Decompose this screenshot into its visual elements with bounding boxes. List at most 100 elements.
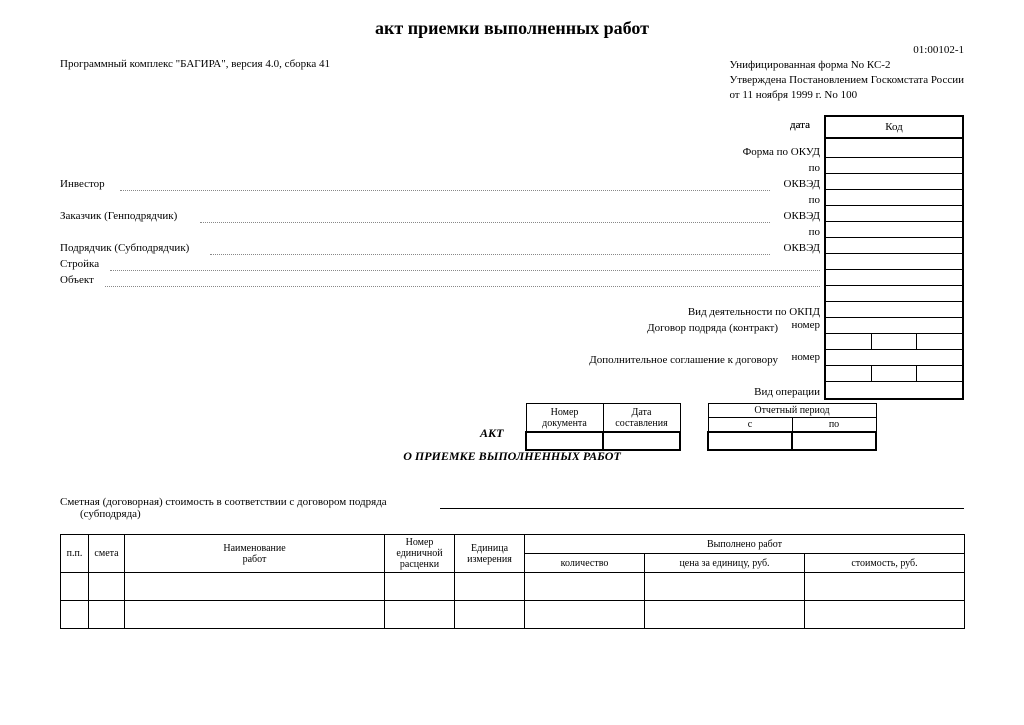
code-cell-okpd — [826, 302, 962, 318]
cell-name — [125, 573, 385, 601]
row-okud: Форма по ОКУД — [60, 140, 820, 159]
label-okved-1: ОКВЭД — [784, 178, 820, 190]
row-spacer-2 — [60, 335, 820, 351]
page-title: акт приемки выполненных работ — [60, 0, 964, 49]
code-cell-dop-date: дата — [826, 366, 962, 382]
code-cell-4 — [826, 254, 962, 270]
cell-price — [645, 601, 805, 629]
cell-cost — [805, 601, 965, 629]
th-name: Наименование работ — [125, 535, 385, 573]
mini-col2: Дата составления — [603, 404, 680, 433]
label-dop: Дополнительное соглашение к договору — [589, 354, 778, 366]
form-info-2: Утверждена Постановлением Госкомстата Ро… — [729, 73, 964, 88]
row-po-3: по — [60, 223, 820, 239]
th-unit-a: Единица — [471, 543, 508, 554]
label-objekt: Объект — [60, 274, 94, 286]
form-info-3: от 11 ноября 1999 г. No 100 — [729, 88, 964, 103]
th-rate-c: расценки — [400, 559, 439, 570]
label-stroika: Стройка — [60, 258, 99, 270]
cell-smeta — [89, 573, 125, 601]
row-stroika: Стройка — [60, 255, 820, 271]
code-cell-2 — [826, 190, 962, 206]
code-cell-5 — [826, 270, 962, 286]
th-name-b: работ — [243, 554, 267, 565]
cell-qty — [525, 601, 645, 629]
row-contract: Договор подряда (контракт) — [60, 319, 820, 335]
cell-cost — [805, 573, 965, 601]
table-row — [61, 601, 965, 629]
row-objekt: Объект — [60, 271, 820, 287]
estimate-underline — [440, 508, 964, 509]
doc-code: 01:00102-1 — [913, 44, 964, 56]
spacer-header — [60, 115, 820, 140]
page: акт приемки выполненных работ 01:00102-1… — [0, 0, 1024, 725]
code-cell-6 — [826, 286, 962, 302]
th-unit-b: измерения — [467, 554, 512, 565]
mini-po: по — [792, 418, 876, 433]
row-spacer-3 — [60, 367, 820, 383]
cell-name — [125, 601, 385, 629]
code-cell-3 — [826, 222, 962, 238]
mini-col1a: Номер — [551, 407, 579, 418]
cell-qty — [525, 573, 645, 601]
row-blank-1 — [60, 287, 820, 303]
mini-spacer — [680, 404, 708, 451]
mini-col1: Номер документа — [526, 404, 603, 433]
code-cell-okud — [826, 139, 962, 158]
th-qty: количество — [525, 554, 645, 573]
main-table: п.п. смета Наименование работ Номер един… — [60, 534, 965, 629]
row-investor: Инвестор ОКВЭД — [60, 175, 820, 191]
mini-col2a: Дата — [632, 407, 652, 418]
cell-unit — [455, 601, 525, 629]
row-po-1: по — [60, 159, 820, 175]
code-cell-okved-3 — [826, 238, 962, 254]
mini-val-4 — [792, 432, 876, 450]
label-vidop: Вид операции — [754, 386, 820, 398]
label-okpd: Вид деятельности по ОКПД — [688, 306, 820, 318]
cell-rate — [385, 573, 455, 601]
row-okpd: Вид деятельности по ОКПД — [60, 303, 820, 319]
code-cell-okved-1 — [826, 174, 962, 190]
mini-period: Отчетный период — [708, 404, 876, 418]
code-cell-dop-num: номер — [826, 350, 962, 366]
akt-label: АКТ — [480, 426, 503, 441]
row-dop: Дополнительное соглашение к договору — [60, 351, 820, 367]
label-block: Форма по ОКУД по Инвестор ОКВЭД по Заказ… — [60, 115, 820, 399]
cell-unit — [455, 573, 525, 601]
mini-col2b: составления — [615, 418, 667, 429]
label-zakazchik: Заказчик (Генподрядчик) — [60, 210, 177, 222]
doc-mini: Номер документа Дата составления Отчетны… — [525, 403, 877, 451]
cell-smeta — [89, 601, 125, 629]
label-okved-3: ОКВЭД — [784, 242, 820, 254]
cell-pp — [61, 601, 89, 629]
label-podryadchik: Подрядчик (Субподрядчик) — [60, 242, 189, 254]
th-smeta: смета — [89, 535, 125, 573]
row-podryadchik: Подрядчик (Субподрядчик) ОКВЭД — [60, 239, 820, 255]
estimate-block: Сметная (договорная) стоимость в соответ… — [60, 496, 964, 520]
mini-val-2 — [603, 432, 680, 450]
th-unit: Единица измерения — [455, 535, 525, 573]
th-pp: п.п. — [61, 535, 89, 573]
mini-val-1 — [526, 432, 603, 450]
code-cell-contract-date: дата — [826, 334, 962, 350]
mini-val-3 — [708, 432, 792, 450]
form-info-1: Унифицированная форма No КС-2 — [729, 58, 964, 73]
label-investor: Инвестор — [60, 178, 105, 190]
mini-col1b: документа — [542, 418, 587, 429]
row-zakazchik: Заказчик (Генподрядчик) ОКВЭД — [60, 207, 820, 223]
estimate-line2: (субподряда) — [80, 508, 964, 520]
th-rate-a: Номер — [406, 537, 434, 548]
th-done: Выполнено работ — [525, 535, 965, 554]
code-cell-1 — [826, 158, 962, 174]
table-row — [61, 573, 965, 601]
label-po-2: по — [809, 194, 820, 206]
cell-rate — [385, 601, 455, 629]
th-rate-b: единичной — [396, 548, 442, 559]
code-cell-okved-2 — [826, 206, 962, 222]
code-cell-contract-num: номер — [826, 318, 962, 334]
label-okved-2: ОКВЭД — [784, 210, 820, 222]
label-po-1: по — [809, 162, 820, 174]
akt-subtitle: О ПРИЕМКЕ ВЫПОЛНЕННЫХ РАБОТ — [0, 449, 1024, 464]
code-header: Код — [826, 117, 962, 139]
cell-pp — [61, 573, 89, 601]
